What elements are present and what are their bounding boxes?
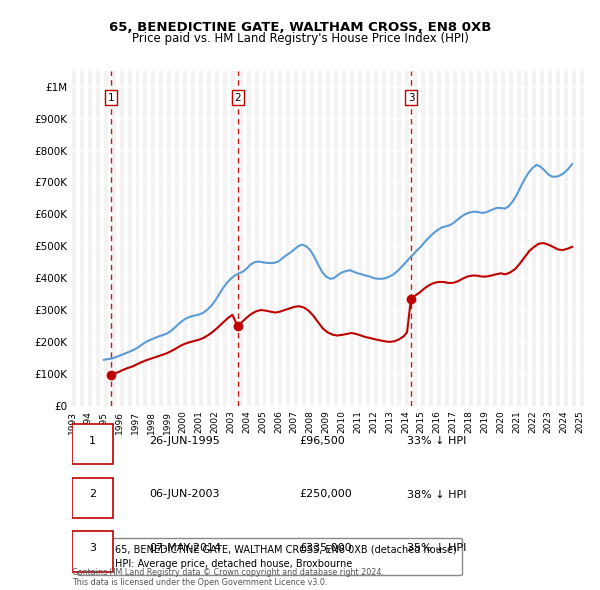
Bar (215, 71, 219, 406)
Bar (223, 71, 227, 406)
Bar (461, 71, 465, 406)
Bar (524, 71, 529, 406)
Bar (96, 71, 100, 406)
Bar (151, 71, 155, 406)
Bar (413, 71, 418, 406)
Legend: 65, BENEDICTINE GATE, WALTHAM CROSS, EN8 0XB (detached house), HPI: Average pric: 65, BENEDICTINE GATE, WALTHAM CROSS, EN8… (77, 539, 463, 575)
Bar (302, 71, 306, 406)
Bar (342, 71, 346, 406)
Bar (326, 71, 330, 406)
Bar (421, 71, 425, 406)
Bar (493, 71, 497, 406)
Bar (183, 71, 187, 406)
Text: Contains HM Land Registry data © Crown copyright and database right 2024.
This d: Contains HM Land Registry data © Crown c… (72, 568, 384, 587)
Bar (406, 71, 409, 406)
Bar (429, 71, 433, 406)
FancyBboxPatch shape (72, 424, 113, 464)
Text: Price paid vs. HM Land Registry's House Price Index (HPI): Price paid vs. HM Land Registry's House … (131, 32, 469, 45)
Bar (119, 71, 124, 406)
Bar (580, 71, 584, 406)
Bar (397, 71, 401, 406)
Bar (80, 71, 84, 406)
Bar (239, 71, 242, 406)
Bar (485, 71, 489, 406)
Text: £250,000: £250,000 (299, 490, 352, 500)
Bar (469, 71, 473, 406)
Bar (247, 71, 251, 406)
Bar (112, 71, 116, 406)
Bar (366, 71, 370, 406)
Text: 2: 2 (89, 490, 96, 500)
Bar (199, 71, 203, 406)
Bar (191, 71, 195, 406)
Bar (437, 71, 441, 406)
Bar (556, 71, 560, 406)
Bar (517, 71, 521, 406)
FancyBboxPatch shape (72, 532, 113, 572)
Bar (128, 71, 131, 406)
Text: 3: 3 (407, 93, 414, 103)
Text: 06-JUN-2003: 06-JUN-2003 (149, 490, 220, 500)
Bar (374, 71, 377, 406)
Text: 38% ↓ HPI: 38% ↓ HPI (407, 490, 467, 500)
Bar (160, 71, 163, 406)
Bar (382, 71, 386, 406)
Text: 35% ↓ HPI: 35% ↓ HPI (407, 543, 467, 553)
Text: 1: 1 (108, 93, 115, 103)
Bar (334, 71, 338, 406)
Bar (389, 71, 394, 406)
Bar (358, 71, 362, 406)
Bar (254, 71, 259, 406)
Bar (500, 71, 505, 406)
Bar (564, 71, 568, 406)
Bar (88, 71, 92, 406)
Bar (136, 71, 139, 406)
Text: 1: 1 (89, 436, 96, 446)
Text: 07-MAY-2014: 07-MAY-2014 (149, 543, 221, 553)
Text: 33% ↓ HPI: 33% ↓ HPI (407, 436, 467, 446)
Text: 3: 3 (89, 543, 96, 553)
Bar (231, 71, 235, 406)
Bar (318, 71, 322, 406)
Bar (104, 71, 108, 406)
Bar (263, 71, 266, 406)
Bar (175, 71, 179, 406)
Text: 26-JUN-1995: 26-JUN-1995 (149, 436, 220, 446)
Bar (271, 71, 274, 406)
Bar (548, 71, 552, 406)
Text: £96,500: £96,500 (299, 436, 345, 446)
Text: 2: 2 (234, 93, 241, 103)
Bar (278, 71, 283, 406)
Bar (541, 71, 544, 406)
Bar (310, 71, 314, 406)
Bar (572, 71, 576, 406)
Text: 65, BENEDICTINE GATE, WALTHAM CROSS, EN8 0XB: 65, BENEDICTINE GATE, WALTHAM CROSS, EN8… (109, 21, 491, 34)
Bar (286, 71, 290, 406)
FancyBboxPatch shape (72, 478, 113, 518)
Bar (167, 71, 171, 406)
Bar (509, 71, 512, 406)
Bar (207, 71, 211, 406)
Bar (445, 71, 449, 406)
Bar (532, 71, 536, 406)
Bar (294, 71, 298, 406)
Bar (143, 71, 148, 406)
Bar (477, 71, 481, 406)
Bar (72, 71, 76, 406)
Bar (350, 71, 354, 406)
Text: £335,000: £335,000 (299, 543, 352, 553)
Bar (453, 71, 457, 406)
